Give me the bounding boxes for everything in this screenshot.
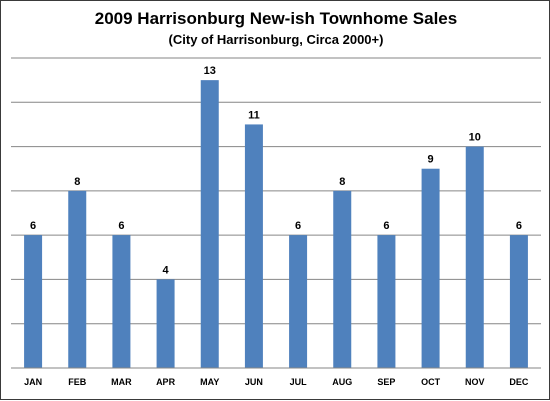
x-tick-label: MAR bbox=[111, 377, 132, 387]
data-label: 9 bbox=[428, 154, 434, 166]
bar bbox=[333, 190, 352, 368]
chart-title: 2009 Harrisonburg New-ish Townhome Sales bbox=[94, 9, 458, 28]
data-label: 8 bbox=[74, 176, 80, 188]
x-tick-label: APR bbox=[156, 377, 176, 387]
bar bbox=[377, 235, 396, 368]
bar bbox=[244, 124, 263, 368]
bar bbox=[112, 235, 131, 368]
data-label: 6 bbox=[30, 220, 36, 232]
data-label: 8 bbox=[339, 176, 345, 188]
x-tick-label: SEP bbox=[377, 377, 395, 387]
x-tick-label: JAN bbox=[24, 377, 42, 387]
chart-subtitle: (City of Harrisonburg, Circa 2000+) bbox=[168, 32, 384, 47]
bar bbox=[68, 190, 87, 368]
data-label: 4 bbox=[163, 264, 170, 276]
x-tick-label: DEC bbox=[509, 377, 529, 387]
data-label: 6 bbox=[295, 220, 301, 232]
bar bbox=[509, 235, 528, 368]
data-label: 10 bbox=[469, 132, 481, 144]
data-label: 13 bbox=[204, 65, 216, 77]
bar bbox=[289, 235, 308, 368]
data-label: 6 bbox=[383, 220, 389, 232]
bar bbox=[465, 146, 484, 368]
bar bbox=[421, 168, 440, 368]
x-tick-label: MAY bbox=[200, 377, 219, 387]
data-label: 11 bbox=[248, 109, 260, 121]
x-tick-label: JUL bbox=[290, 377, 308, 387]
data-label: 6 bbox=[516, 220, 522, 232]
bar bbox=[156, 279, 175, 368]
bar bbox=[24, 235, 43, 368]
x-tick-label: FEB bbox=[68, 377, 87, 387]
x-tick-label: OCT bbox=[421, 377, 441, 387]
data-label: 6 bbox=[118, 220, 124, 232]
bar bbox=[200, 80, 219, 369]
x-tick-label: NOV bbox=[465, 377, 485, 387]
x-tick-label: AUG bbox=[332, 377, 352, 387]
x-tick-label: JUN bbox=[245, 377, 263, 387]
